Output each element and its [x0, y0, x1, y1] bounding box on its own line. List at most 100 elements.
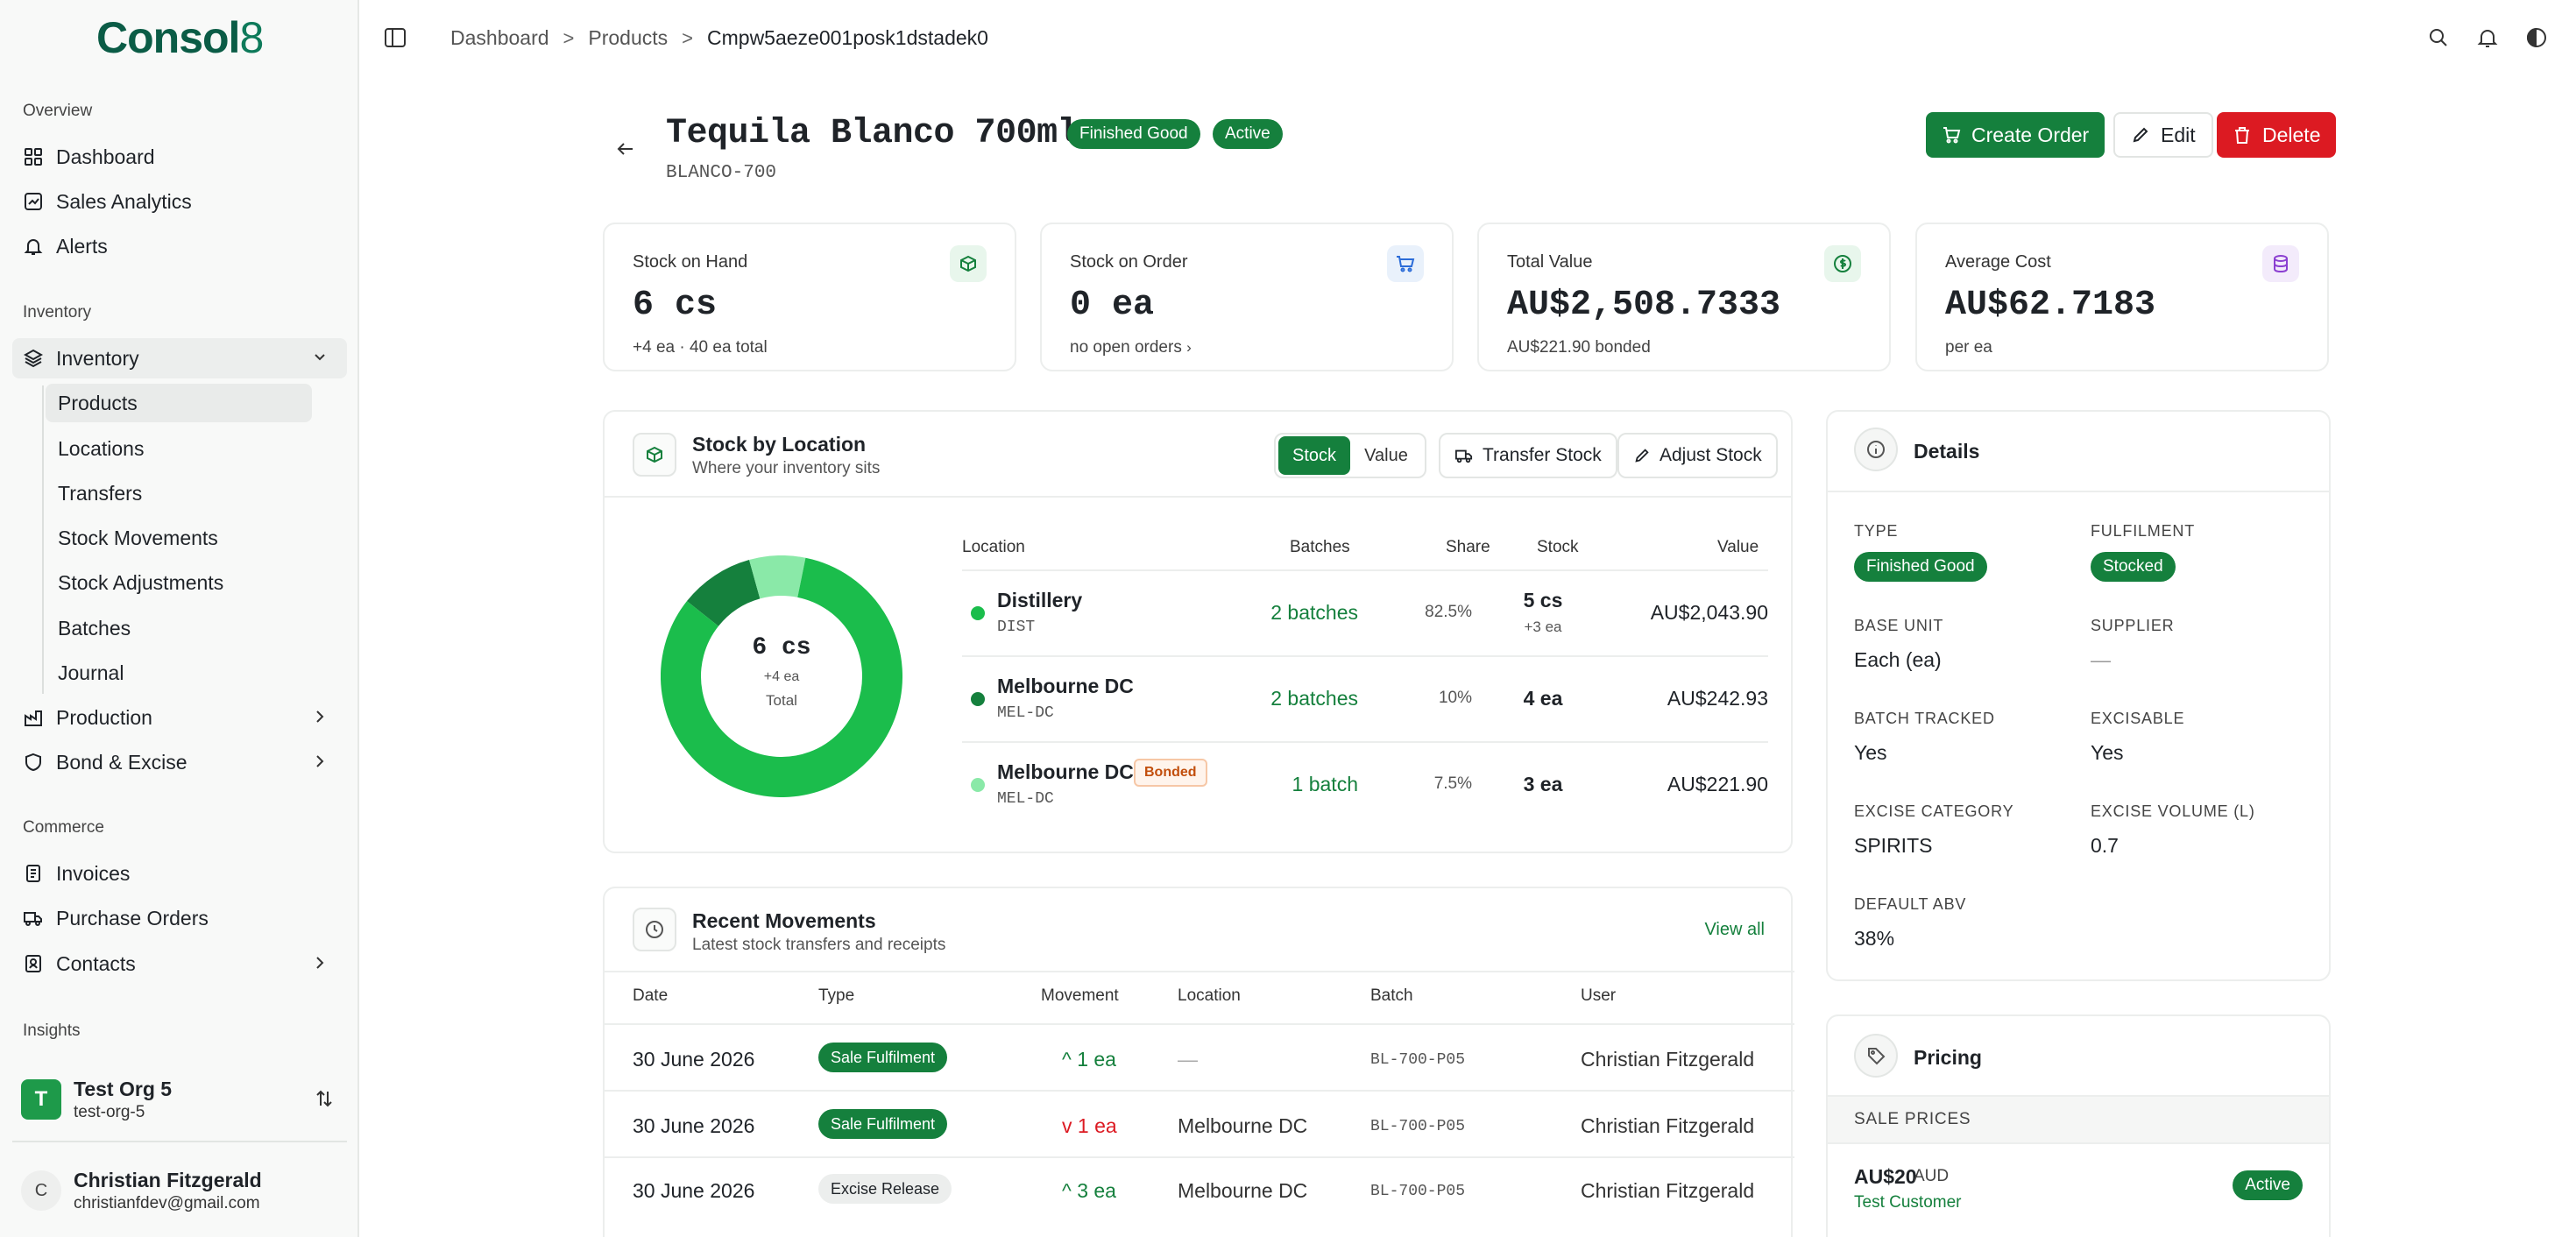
pencil-icon	[2131, 125, 2150, 145]
column-header-movement: Movement	[1041, 986, 1119, 1005]
invoice-icon	[23, 863, 44, 884]
movement-batch: BL-700-P05	[1370, 1183, 1466, 1200]
box-icon	[633, 433, 676, 477]
org-switcher[interactable]: T Test Org 5 test-org-5	[12, 1071, 347, 1128]
movement-type-badge: Excise Release	[818, 1174, 952, 1204]
sidebar-item-label: Production	[56, 705, 152, 729]
sidebar-item-sales-analytics[interactable]: Sales Analytics	[12, 181, 347, 222]
adjust-stock-button[interactable]: Adjust Stock	[1617, 433, 1778, 478]
sidebar-item-products[interactable]: Products	[46, 384, 312, 422]
divider	[605, 1023, 1794, 1025]
movement-date: 30 June 2026	[633, 1048, 755, 1071]
user-menu[interactable]: C Christian Fitzgerald christianfdev@gma…	[12, 1162, 347, 1219]
sidebar-item-invoices[interactable]: Invoices	[12, 853, 347, 894]
sidebar-item-label: Alerts	[56, 234, 108, 258]
top-bar: Dashboard > Products > Cmpw5aeze001posk1…	[359, 0, 2576, 77]
back-arrow-icon[interactable]	[615, 138, 636, 164]
edit-button[interactable]: Edit	[2113, 112, 2213, 158]
sidebar-item-inventory[interactable]: Inventory	[12, 338, 347, 378]
sidebar-item-bond-excise[interactable]: Bond & Excise	[12, 742, 347, 782]
analytics-icon	[23, 191, 44, 212]
bell-icon[interactable]	[2476, 26, 2499, 53]
breadcrumb: Dashboard > Products > Cmpw5aeze001posk1…	[450, 26, 988, 50]
divider	[605, 971, 1794, 972]
donut-slice-2[interactable]	[686, 560, 761, 627]
search-icon[interactable]	[2427, 26, 2450, 53]
movement-location: Melbourne DC	[1178, 1179, 1308, 1202]
layers-icon	[23, 348, 44, 369]
panel-title: Recent Movements	[692, 909, 876, 932]
theme-toggle-icon[interactable]	[2525, 26, 2548, 53]
sidebar-item-stock-movements[interactable]: Stock Movements	[58, 526, 218, 549]
switch-arrows-icon[interactable]	[314, 1088, 335, 1113]
view-all-link[interactable]: View all	[1704, 920, 1765, 939]
location-row[interactable]: Melbourne DC Bonded MEL-DC 1 batch 7.5% …	[962, 743, 1768, 827]
donut-slice-3[interactable]	[749, 555, 806, 599]
location-value: AU$242.93	[1667, 687, 1768, 710]
donut-slice-1[interactable]	[661, 557, 902, 797]
batches-link[interactable]: 2 batches	[1270, 687, 1358, 710]
breadcrumb-separator: >	[563, 26, 575, 49]
location-row[interactable]: Melbourne DC MEL-DC 2 batches 10% 4 ea A…	[962, 657, 1768, 741]
stat-label: Stock on Hand	[633, 252, 748, 272]
location-color-dot	[971, 692, 985, 706]
cart-icon	[1387, 245, 1424, 282]
arrow-down-icon: v	[1062, 1114, 1072, 1137]
trash-icon	[2233, 125, 2252, 145]
sidebar-item-label: Contacts	[56, 951, 136, 975]
stat-label: Average Cost	[1945, 252, 2051, 272]
create-order-button[interactable]: Create Order	[1926, 112, 2105, 158]
column-header-batch: Batch	[1370, 986, 1413, 1005]
detail-label: EXCISABLE	[2091, 710, 2185, 727]
location-code: MEL-DC	[997, 790, 1054, 808]
transfer-stock-button[interactable]: Transfer Stock	[1439, 433, 1617, 478]
chevron-right-icon	[310, 707, 329, 726]
status-badge: Active	[1213, 119, 1283, 149]
sidebar-item-journal[interactable]: Journal	[58, 661, 124, 684]
sidebar-item-purchase-orders[interactable]: Purchase Orders	[12, 898, 347, 938]
sidebar-item-contacts[interactable]: Contacts	[12, 944, 347, 984]
location-row[interactable]: Distillery DIST 2 batches 82.5% 5 cs +3 …	[962, 571, 1768, 655]
sidebar: Consol8 Overview Dashboard Sales Analyti…	[0, 0, 359, 1237]
location-name: Melbourne DC	[997, 675, 1134, 697]
sidebar-item-production[interactable]: Production	[12, 697, 347, 738]
toggle-stock[interactable]: Stock	[1278, 436, 1350, 475]
batches-link[interactable]: 1 batch	[1292, 773, 1358, 795]
toggle-value[interactable]: Value	[1364, 445, 1408, 465]
sidebar-item-batches[interactable]: Batches	[58, 616, 131, 640]
breadcrumb-dashboard[interactable]: Dashboard	[450, 26, 549, 49]
location-code: MEL-DC	[997, 704, 1054, 722]
movement-date: 30 June 2026	[633, 1114, 755, 1137]
sidebar-item-dashboard[interactable]: Dashboard	[12, 137, 347, 177]
stat-sub: AU$221.90 bonded	[1507, 338, 1651, 357]
brand-logo[interactable]: Consol8	[96, 13, 264, 62]
stat-sub: per ea	[1945, 338, 1992, 357]
org-slug: test-org-5	[74, 1102, 145, 1121]
movement-location: —	[1178, 1048, 1198, 1071]
product-sku: BLANCO-700	[666, 163, 777, 183]
movement-date: 30 June 2026	[633, 1179, 755, 1202]
detail-value: —	[2091, 648, 2111, 671]
sidebar-item-alerts[interactable]: Alerts	[12, 226, 347, 266]
sidebar-toggle-icon[interactable]	[384, 26, 407, 53]
donut-label: Total	[766, 692, 797, 709]
panel-subtitle: Latest stock transfers and receipts	[692, 936, 946, 954]
breadcrumb-products[interactable]: Products	[588, 26, 669, 49]
sidebar-item-locations[interactable]: Locations	[58, 436, 145, 460]
stat-sub-link[interactable]: no open orders ›	[1070, 338, 1192, 357]
stock-sub: +3 ea	[1524, 618, 1562, 635]
delete-button[interactable]: Delete	[2217, 112, 2337, 158]
detail-label: TYPE	[1854, 522, 1899, 540]
detail-label: FULFILMENT	[2091, 522, 2196, 540]
price-currency: AUD	[1914, 1167, 1950, 1185]
breadcrumb-separator: >	[682, 26, 694, 49]
sidebar-item-label: Bond & Excise	[56, 750, 188, 774]
location-name: Distillery	[997, 589, 1083, 611]
column-header-type: Type	[818, 986, 855, 1005]
sidebar-item-transfers[interactable]: Transfers	[58, 481, 143, 505]
divider	[605, 1090, 1794, 1092]
sidebar-item-stock-adjustments[interactable]: Stock Adjustments	[58, 570, 224, 594]
price-customer-link[interactable]: Test Customer	[1854, 1193, 1962, 1212]
batches-link[interactable]: 2 batches	[1270, 601, 1358, 624]
sale-prices-header: SALE PRICES	[1828, 1095, 2329, 1144]
